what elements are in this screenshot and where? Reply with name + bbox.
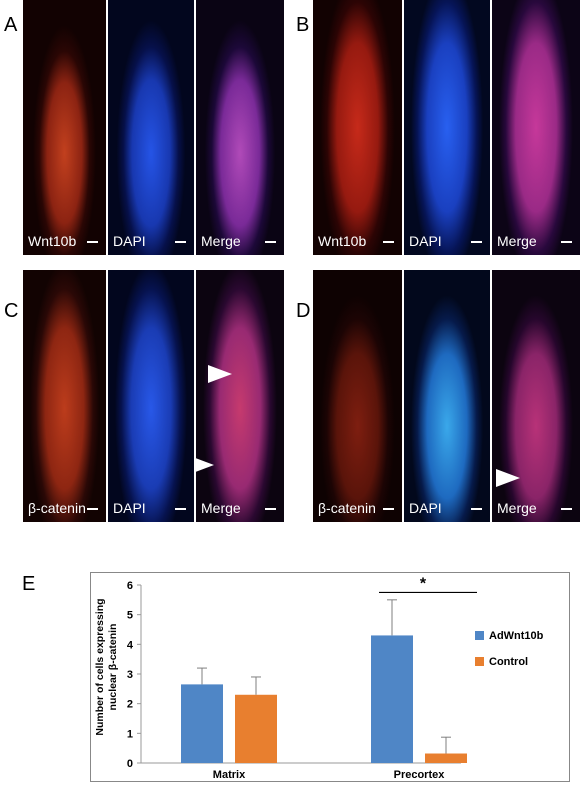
scale-bar [265,508,276,510]
scale-bar [175,508,186,510]
scale-bar [471,241,482,243]
scale-bar [471,508,482,510]
scale-bar [561,241,572,243]
scale-bar [383,241,394,243]
x-category-label: Precortex [394,769,446,781]
y-axis-label: Number of cells expressing [94,598,106,735]
channel-label: Merge [201,233,241,249]
legend-label-adwnt10b: AdWnt10b [489,630,544,642]
scale-bar [87,508,98,510]
micrograph-a-dapi: DAPI [108,0,194,255]
channel-label: Wnt10b [28,233,77,249]
legend-swatch-control [475,657,484,666]
channel-label: DAPI [409,233,442,249]
bar-chart-panel: Number of cells expressing nuclear β-cat… [90,572,570,782]
bar-adwnt10b-precortex [371,635,413,763]
channel-label: β-catenin [28,500,86,516]
micrograph-d-beta-catenin: β-catenin [313,270,402,522]
micrograph-b-wnt10b: Wnt10b [313,0,402,255]
panel-label-b: B [296,14,310,36]
scale-bar [265,241,276,243]
micrograph-c-merge: Merge [196,270,284,522]
y-axis-label-line2: nuclear β-catenin [107,624,119,711]
channel-label: DAPI [113,500,146,516]
channel-label: DAPI [409,500,442,516]
legend-label-control: Control [489,656,528,668]
bar-control-matrix [235,694,277,763]
channel-label: Merge [201,500,241,516]
arrowhead-marker [208,365,232,383]
panel-label-e: E [22,573,36,595]
scale-bar [561,508,572,510]
y-tick-label: 5 [127,610,133,622]
y-tick-label: 0 [127,758,133,770]
bar-control-precortex [425,753,467,763]
micrograph-a-wnt10b: Wnt10b [23,0,106,255]
micrograph-d-merge: Merge [492,270,580,522]
arrowhead-marker [496,469,520,487]
legend-swatch-adwnt10b [475,631,484,640]
micrograph-d-dapi: DAPI [404,270,490,522]
channel-label: Merge [497,500,537,516]
channel-label: Merge [497,233,537,249]
micrograph-a-merge: Merge [196,0,284,255]
significance-marker: * [420,575,427,592]
panel-label-d: D [296,300,311,322]
scale-bar [175,241,186,243]
scale-bar [87,241,98,243]
y-tick-label: 4 [127,639,134,651]
y-tick-label: 2 [127,699,133,711]
bar-chart: Number of cells expressing nuclear β-cat… [94,575,544,781]
micrograph-b-merge: Merge [492,0,580,255]
y-tick-label: 1 [127,728,133,740]
panel-label-c: C [4,300,19,322]
panel-label-a: A [4,14,18,36]
micrograph-c-beta-catenin: β-catenin [23,270,106,522]
x-category-label: Matrix [213,769,246,781]
micrograph-b-dapi: DAPI [404,0,490,255]
scale-bar [383,508,394,510]
arrowhead-marker [196,456,214,474]
micrograph-c-dapi: DAPI [108,270,194,522]
channel-label: Wnt10b [318,233,367,249]
channel-label: DAPI [113,233,146,249]
channel-label: β-catenin [318,500,376,516]
y-tick-label: 6 [127,580,133,592]
bar-adwnt10b-matrix [181,684,223,763]
y-tick-label: 3 [127,669,133,681]
